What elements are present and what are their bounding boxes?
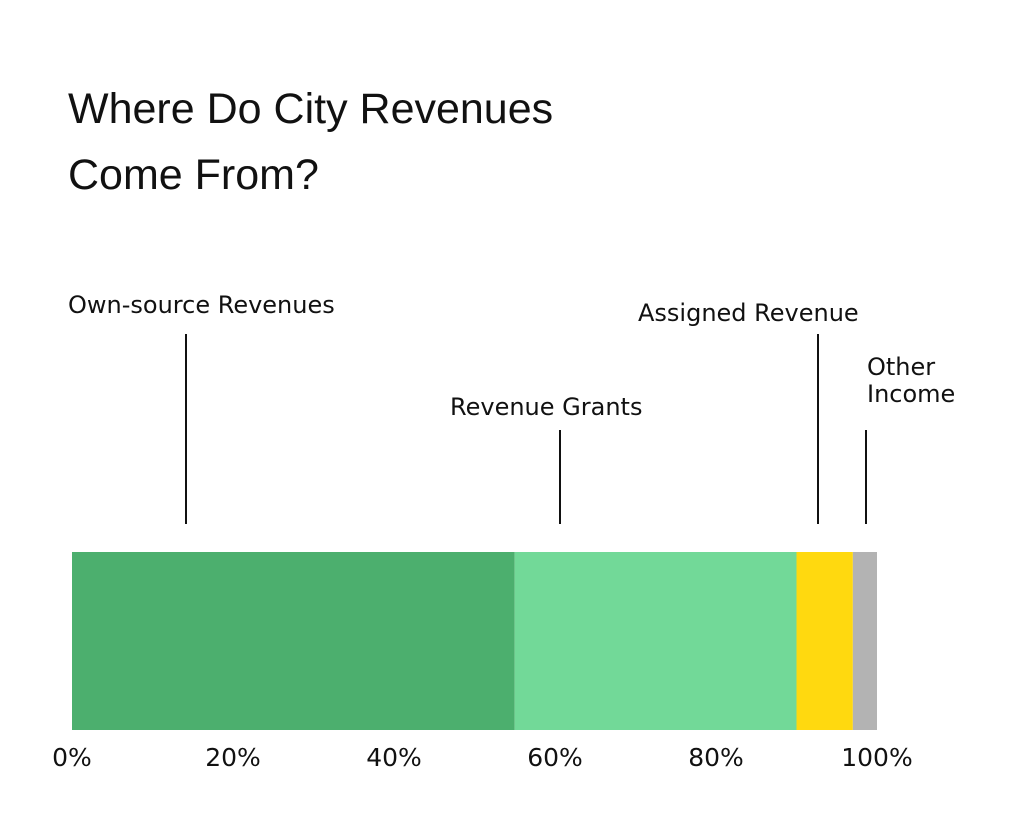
bar-segment-assigned-revenue [796,552,853,730]
bar-segment-revenue-grants [514,552,797,730]
bar-segment-own-source-revenues [72,552,515,730]
chart-title-line-1: Where Do City Revenues [68,85,554,133]
x-tick-label-2: 40% [366,743,422,772]
x-tick-label-4: 80% [688,743,744,772]
callout-label-assigned-revenue: Assigned Revenue [638,299,859,327]
x-tick-label-5: 100% [841,743,912,772]
chart-title-line-2: Come From? [68,151,319,199]
x-tick-label-1: 20% [205,743,261,772]
bar-segment-other-income [852,552,877,730]
x-tick-label-3: 60% [527,743,583,772]
chart-title: Where Do City Revenues Come From? [68,76,768,208]
callout-label-revenue-grants: Revenue Grants [450,393,642,421]
x-tick-label-0: 0% [52,743,92,772]
callout-label-other-income-2: Income [867,380,955,408]
callout-label-own-source-revenues: Own-source Revenues [68,291,335,319]
callout-label-other-income-1: Other [867,353,935,381]
